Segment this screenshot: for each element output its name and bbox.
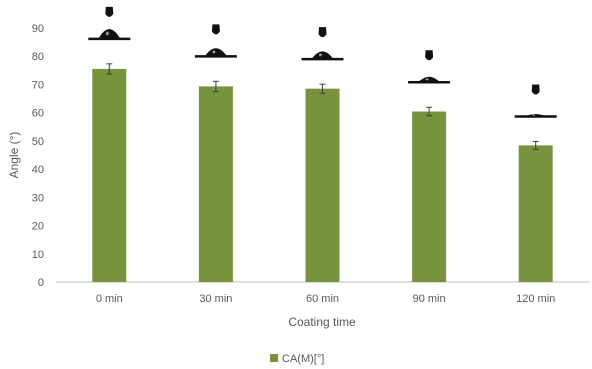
y-tick-label: 0 — [38, 277, 44, 289]
y-tick-label: 20 — [32, 221, 44, 233]
x-axis-ticks: 0 min 30 min 60 min 90 min 120 min — [96, 293, 555, 305]
y-tick-label: 90 — [32, 23, 44, 35]
x-axis-title: Coating time — [288, 315, 356, 329]
error-bar — [212, 80, 219, 92]
water-droplet-icon — [88, 6, 131, 41]
bar — [412, 111, 447, 282]
bars — [92, 63, 553, 282]
bar — [305, 88, 340, 282]
error-bar — [426, 106, 433, 117]
water-droplet-icon — [514, 84, 557, 118]
y-tick-label: 50 — [32, 136, 44, 148]
x-tick-label: 120 min — [516, 293, 555, 305]
y-tick-label: 70 — [32, 79, 44, 91]
x-tick-label: 0 min — [96, 293, 123, 305]
droplet-images — [88, 6, 557, 118]
y-tick-label: 40 — [32, 164, 44, 176]
y-axis-ticks: 0 10 20 30 40 50 60 70 80 90 — [32, 23, 44, 289]
legend-swatch — [270, 354, 278, 362]
legend-label: CA(M)[°] — [282, 353, 324, 365]
error-bar — [319, 83, 326, 94]
bar — [518, 145, 553, 282]
y-axis-title: Angle (°) — [7, 132, 21, 179]
error-bar — [106, 63, 113, 75]
bar — [198, 86, 233, 282]
bar — [92, 68, 127, 282]
y-tick-label: 30 — [32, 192, 44, 204]
water-droplet-icon — [408, 50, 451, 84]
y-tick-label: 80 — [32, 51, 44, 63]
water-droplet-icon — [194, 24, 237, 58]
error-bar — [532, 140, 539, 150]
x-tick-label: 30 min — [199, 293, 232, 305]
x-tick-label: 60 min — [306, 293, 339, 305]
x-tick-label: 90 min — [413, 293, 446, 305]
water-droplet-icon — [301, 27, 344, 61]
y-tick-label: 60 — [32, 108, 44, 120]
legend: CA(M)[°] — [270, 353, 324, 365]
y-tick-label: 10 — [32, 249, 44, 261]
